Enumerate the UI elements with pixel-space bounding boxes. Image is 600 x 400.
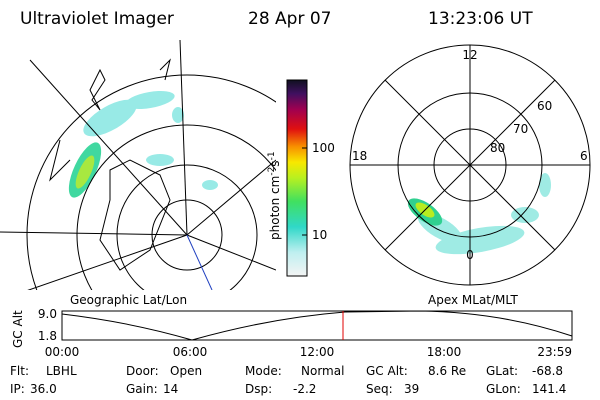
field-label: GLon: <box>486 382 521 396</box>
polar-map <box>349 44 591 286</box>
mlt-label: 6 <box>580 149 588 163</box>
field-label: Mode: <box>245 364 282 378</box>
altitude-axis-label: GC Alt <box>11 310 25 348</box>
time: 13:23:06 UT <box>428 9 533 29</box>
time-tick-label: 23:59 <box>537 345 572 359</box>
lat-label: 70 <box>513 122 528 136</box>
lat-label: 60 <box>537 99 552 113</box>
field-value: -2.2 <box>293 382 316 396</box>
altitude-tick-label: 9.0 <box>38 307 57 321</box>
field-value: 39 <box>404 382 419 396</box>
field-value: -68.8 <box>532 364 563 378</box>
mlt-label: 18 <box>352 149 367 163</box>
mlt-label: 12 <box>462 48 477 62</box>
field-label: IP: <box>10 382 25 396</box>
field-label: Gain: <box>126 382 158 396</box>
altitude-curve <box>61 310 573 341</box>
unit-exp: -1 <box>267 151 277 160</box>
time-tick-label: 18:00 <box>427 345 462 359</box>
field-label: GC Alt: <box>366 364 408 378</box>
title: Ultraviolet Imager <box>20 9 174 29</box>
field-label: Flt: <box>10 364 29 378</box>
altitude-frame <box>61 310 573 341</box>
field-label: GLat: <box>486 364 518 378</box>
unit-exp: -2 <box>267 167 277 176</box>
colorbar-tick-label: 10 <box>312 228 327 242</box>
field-value: 141.4 <box>532 382 566 396</box>
field-value: 36.0 <box>30 382 57 396</box>
footer: Flt: LBHL Door: Open Mode: Normal GC Alt: 8.6 R… <box>10 364 566 396</box>
field-value: 8.6 Re <box>428 364 466 378</box>
field-value: Open <box>170 364 202 378</box>
geographic-map <box>0 40 276 290</box>
unit-base: photon cm <box>268 176 282 240</box>
field-value: 14 <box>163 382 178 396</box>
field-label: Dsp: <box>245 382 272 396</box>
field-value: Normal <box>301 364 344 378</box>
field-value: LBHL <box>46 364 77 378</box>
colorbar-tick-label: 100 <box>312 141 335 155</box>
field-label: Seq: <box>366 382 393 396</box>
time-tick-label: 00:00 <box>45 345 80 359</box>
lat-label: 80 <box>490 141 505 155</box>
unit-s: s <box>268 160 282 166</box>
time-tick-label: 06:00 <box>173 345 208 359</box>
colorbar <box>286 79 308 277</box>
date: 28 Apr 07 <box>248 9 331 29</box>
mlt-label: 0 <box>466 248 474 262</box>
altitude-tick-label: 1.8 <box>38 329 57 343</box>
left-caption: Geographic Lat/Lon <box>70 293 187 307</box>
colorbar-unit: photon cm-2s-1 <box>267 151 282 240</box>
field-label: Door: <box>126 364 159 378</box>
right-caption: Apex MLat/MLT <box>428 293 518 307</box>
time-tick-label: 12:00 <box>300 345 335 359</box>
